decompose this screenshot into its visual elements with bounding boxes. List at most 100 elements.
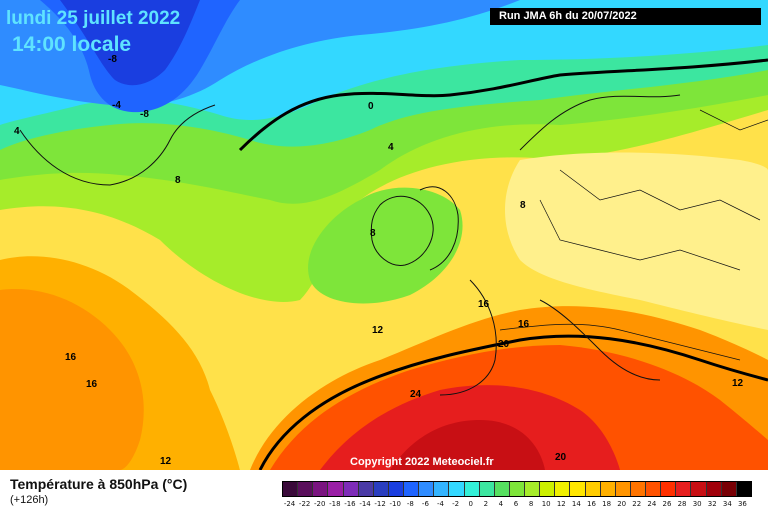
- map-date-title: lundi 25 juillet 2022: [6, 8, 181, 29]
- color-scale-tick-label: 16: [587, 500, 596, 508]
- temperature-band-minus10c: [60, 0, 200, 86]
- forecast-lead-time: (+126h): [10, 494, 49, 506]
- color-scale-tick-label: 26: [662, 500, 672, 508]
- color-scale-tick-label: 8: [528, 500, 534, 508]
- color-scale-tick-label: -6: [421, 500, 429, 508]
- color-scale-tick-label: 24: [647, 500, 657, 508]
- color-scale-swatch: [464, 482, 480, 496]
- contour-label: 0: [368, 101, 374, 112]
- color-scale-legend: [282, 481, 752, 497]
- coastline-great-britain: [419, 186, 459, 271]
- contour-label: 4: [388, 142, 394, 153]
- color-scale-swatch: [358, 482, 374, 496]
- color-scale-swatch: [661, 482, 677, 496]
- color-scale-tick-label: 30: [692, 500, 702, 508]
- isotherm-0c: [238, 58, 768, 152]
- color-scale-swatch: [615, 482, 631, 496]
- color-scale-swatch: [388, 482, 404, 496]
- color-scale-tick-label: 2: [483, 500, 489, 508]
- temperature-band-central-europe: [505, 152, 768, 330]
- color-scale-swatch: [676, 482, 692, 496]
- color-scale-swatch: [479, 482, 495, 496]
- color-scale-swatch: [313, 482, 329, 496]
- color-scale-swatch: [509, 482, 525, 496]
- color-scale-tick-label: 32: [707, 500, 717, 508]
- coastline-italy-balkans: [539, 299, 661, 381]
- contour-label: 12: [372, 325, 384, 336]
- contour-label: -8: [140, 109, 149, 120]
- color-scale-swatch: [706, 482, 722, 496]
- contour-label: 8: [175, 175, 181, 186]
- color-scale-tick-label: -10: [389, 500, 401, 508]
- contour-label: 16: [65, 352, 77, 363]
- contour-label: 4: [14, 126, 20, 137]
- contour-label: 20: [498, 339, 510, 350]
- color-scale-tick-label: -20: [314, 500, 326, 508]
- contour-label: 16: [518, 319, 530, 330]
- color-scale-tick-label: -14: [359, 500, 371, 508]
- coastline-ireland: [370, 195, 434, 266]
- color-scale-tick-label: 12: [556, 500, 566, 508]
- coastline-scandinavia: [519, 94, 681, 151]
- contour-label: 12: [160, 456, 172, 467]
- temperature-band-west-atlantic-core: [0, 289, 144, 470]
- color-scale-tick-label: 0: [468, 500, 473, 508]
- color-scale-tick-label: 28: [677, 500, 687, 508]
- contour-label: 8: [520, 200, 526, 211]
- color-scale-tick-label: 18: [602, 500, 612, 508]
- color-scale-tick-label: 14: [571, 500, 581, 508]
- color-scale-swatch: [525, 482, 541, 496]
- color-scale-tick-label: -4: [437, 500, 445, 508]
- color-scale-tick-label: 4: [498, 500, 504, 508]
- color-scale-swatch: [585, 482, 601, 496]
- color-scale-tick-label: -8: [406, 500, 414, 508]
- color-scale-swatch: [494, 482, 510, 496]
- temperature-band-british-isles: [308, 187, 463, 304]
- color-scale-swatch: [555, 482, 571, 496]
- border-line-central-south: [539, 199, 741, 271]
- color-scale-swatch: [540, 482, 556, 496]
- copyright-notice: Copyright 2022 Meteociel.fr: [350, 456, 494, 468]
- color-scale-ticks: -24 -22 -20 -18 -16 -14 -12 -10 -8 -6 -4 -2 0 2 4 6 8 10 1…: [282, 500, 752, 510]
- color-scale-tick-label: -16: [344, 500, 356, 508]
- color-scale-swatch: [373, 482, 389, 496]
- color-scale-tick-label: -2: [452, 500, 460, 508]
- color-scale-swatch: [600, 482, 616, 496]
- color-scale-swatch: [283, 482, 299, 496]
- color-scale-swatch: [343, 482, 359, 496]
- color-scale-swatch: [419, 482, 435, 496]
- color-scale-tick-label: 36: [737, 500, 747, 508]
- contour-label: 16: [478, 299, 490, 310]
- color-scale-tick-label: -24: [283, 500, 296, 508]
- run-info-badge: Run JMA 6h du 20/07/2022: [490, 8, 761, 25]
- color-scale-swatch: [449, 482, 465, 496]
- color-scale-swatch: [630, 482, 646, 496]
- parameter-title: Température à 850hPa (°C): [10, 476, 188, 492]
- map-time-title: 14:00 locale: [12, 33, 132, 56]
- contour-label: -8: [108, 54, 117, 65]
- color-scale-swatch: [570, 482, 586, 496]
- color-scale-swatch: [691, 482, 707, 496]
- color-scale-tick-label: 10: [541, 500, 551, 508]
- color-scale-tick-label: 20: [617, 500, 627, 508]
- coastline-greenland: [19, 104, 216, 186]
- color-scale-swatch: [328, 482, 344, 496]
- color-scale-swatch: [736, 482, 751, 496]
- temperature-band-sahara-core: [390, 420, 545, 470]
- color-scale-swatch: [721, 482, 737, 496]
- contour-label: -4: [112, 100, 121, 111]
- color-scale-tick-label: -18: [329, 500, 341, 508]
- contour-label: 24: [410, 389, 422, 400]
- color-scale-tick-label: 6: [513, 500, 519, 508]
- color-scale-tick-label: 22: [632, 500, 642, 508]
- color-scale-tick-label: -22: [298, 500, 311, 508]
- contour-label: 16: [86, 379, 98, 390]
- coastline-iberia: [439, 279, 497, 396]
- contour-label: 8: [370, 228, 376, 239]
- contour-label: 20: [555, 452, 567, 463]
- border-line-central: [559, 169, 761, 221]
- color-scale-tick-label: 34: [722, 500, 732, 508]
- color-scale-swatch: [404, 482, 420, 496]
- temperature-map: -8 -8 -4 4 4 0 8 8 8 12 16 16 16 16 20 2…: [0, 0, 768, 470]
- border-line-south: [499, 323, 741, 361]
